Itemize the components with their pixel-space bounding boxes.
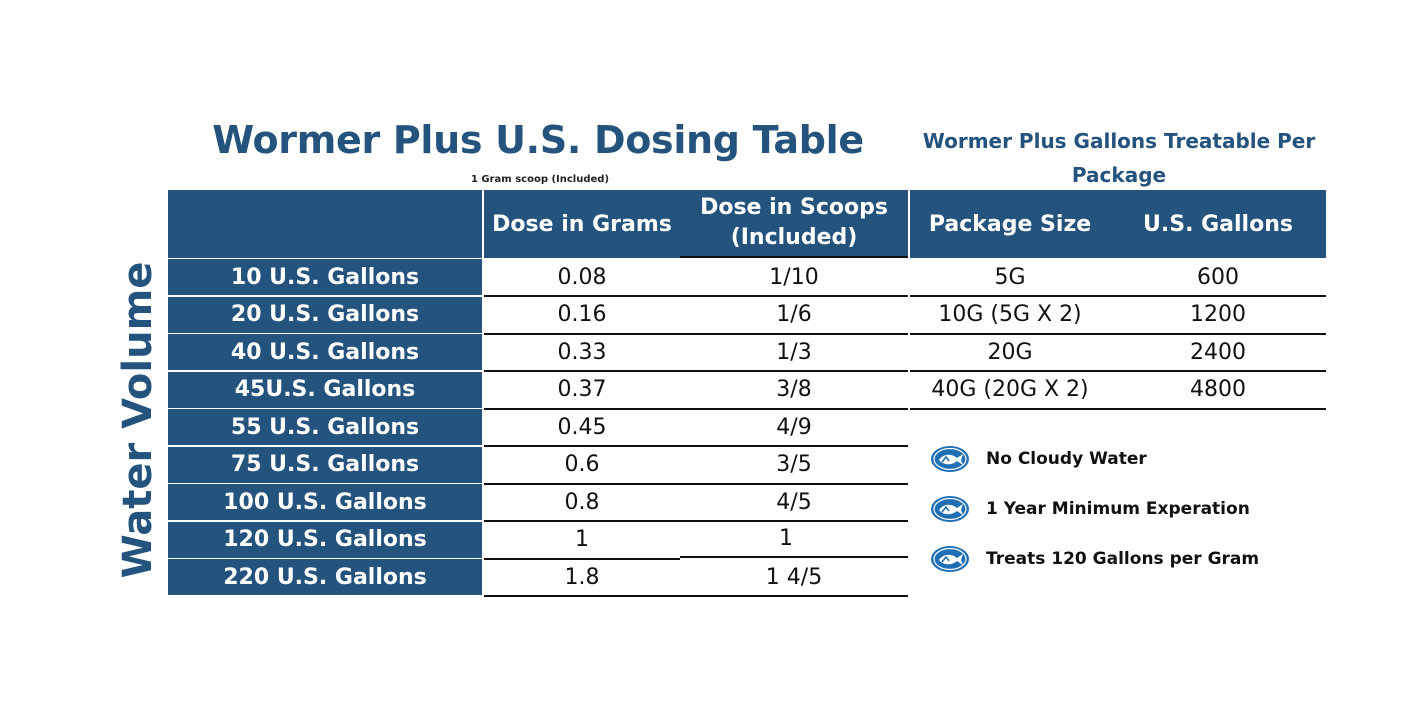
grams-cell: 0.8 xyxy=(484,484,680,522)
volume-cell: 100 U.S. Gallons xyxy=(168,484,482,520)
feature-item: Treats 120 Gallons per Gram xyxy=(930,542,1259,576)
feature-list: No Cloudy Water 1 Year Minimum Experatio… xyxy=(930,440,1340,590)
grams-cell: 1.8 xyxy=(484,559,680,597)
fish-badge-icon xyxy=(931,546,969,572)
feature-text: Treats 120 Gallons per Gram xyxy=(986,549,1260,569)
package-row: 20G 2400 xyxy=(910,334,1326,372)
fish-badge-icon xyxy=(931,496,969,522)
dosing-header-grams-text: Dose in Grams xyxy=(492,211,672,237)
volume-cell: 55 U.S. Gallons xyxy=(168,409,482,445)
package-size-cell: 10G (5G X 2) xyxy=(938,302,1082,327)
package-gallons-cell: 4800 xyxy=(1190,377,1246,402)
dosing-header-grams: Dose in Grams xyxy=(484,190,680,258)
fish-badge-icon xyxy=(931,446,969,472)
volume-cell: 40 U.S. Gallons xyxy=(168,334,482,370)
grams-cell: 0.08 xyxy=(484,259,680,297)
volume-cell: 10 U.S. Gallons xyxy=(168,259,482,295)
grams-cell: 0.33 xyxy=(484,334,680,372)
package-size-cell: 5G xyxy=(994,264,1026,290)
package-size-cell: 20G xyxy=(987,339,1033,365)
scoops-cell: 4/5 xyxy=(680,484,908,522)
scoops-cell: 1/3 xyxy=(680,334,908,372)
volume-cell: 20 U.S. Gallons xyxy=(168,296,482,333)
grams-cell: 0.37 xyxy=(484,372,680,410)
package-table-title: Wormer Plus Gallons Treatable Per Packag… xyxy=(922,129,1316,187)
water-volume-label: Water Volume xyxy=(115,261,161,579)
dosing-header-scoops: Dose in Scoops (Included) xyxy=(680,190,908,258)
package-header-gallons: U.S. Gallons xyxy=(1143,211,1293,237)
grams-cell: 0.16 xyxy=(484,297,680,335)
package-row: 40G (20G X 2) 4800 xyxy=(910,372,1326,410)
package-gallons-cell: 2400 xyxy=(1190,339,1246,365)
dosing-header-blank xyxy=(168,190,482,258)
grams-column: 0.08 0.16 0.33 0.37 0.45 0.6 0.8 1 1.8 xyxy=(484,259,680,597)
feature-item: No Cloudy Water xyxy=(930,442,1147,476)
package-row: 5G 600 xyxy=(910,259,1326,297)
package-table-body: 5G 600 10G (5G X 2) 1200 20G 2400 40G (2… xyxy=(910,259,1326,410)
package-size-cell: 40G (20G X 2) xyxy=(931,377,1089,402)
dosing-header-scoops-line2: (Included) xyxy=(730,225,858,250)
package-header-size: Package Size xyxy=(928,211,1092,237)
feature-item: 1 Year Minimum Experation xyxy=(930,492,1250,526)
grams-cell: 0.6 xyxy=(484,447,680,485)
scoops-cell: 3/5 xyxy=(680,447,908,485)
scoops-cell: 1/10 xyxy=(680,259,908,297)
package-header: Package Size U.S. Gallons xyxy=(910,190,1326,258)
scoops-column: 1/10 1/6 1/3 3/8 4/9 3/5 4/5 1 1 4/5 xyxy=(680,259,908,597)
volume-cell: 220 U.S. Gallons xyxy=(168,559,482,595)
grams-cell: 1 xyxy=(484,522,680,560)
grams-cell: 0.45 xyxy=(484,409,680,447)
package-gallons-cell: 1200 xyxy=(1190,302,1246,327)
scoops-cell: 3/8 xyxy=(680,372,908,410)
volume-column: 10 U.S. Gallons 20 U.S. Gallons 40 U.S. … xyxy=(168,259,482,595)
volume-cell: 75 U.S. Gallons xyxy=(168,446,482,483)
feature-text: 1 Year Minimum Experation xyxy=(986,499,1250,519)
volume-cell: 45U.S. Gallons xyxy=(168,371,482,408)
scoops-cell: 4/9 xyxy=(680,409,908,447)
package-gallons-cell: 600 xyxy=(1197,264,1239,290)
volume-cell: 120 U.S. Gallons xyxy=(168,521,482,558)
scoops-cell: 1/6 xyxy=(680,297,908,335)
scoop-note: 1 Gram scoop (Included) xyxy=(470,174,610,185)
dosing-header-scoops-line1: Dose in Scoops xyxy=(700,195,888,220)
scoops-cell: 1 xyxy=(680,522,908,558)
feature-text: No Cloudy Water xyxy=(986,449,1147,469)
package-row: 10G (5G X 2) 1200 xyxy=(910,297,1326,335)
scoops-cell: 1 4/5 xyxy=(680,559,908,597)
page-title: Wormer Plus U.S. Dosing Table xyxy=(212,118,864,162)
